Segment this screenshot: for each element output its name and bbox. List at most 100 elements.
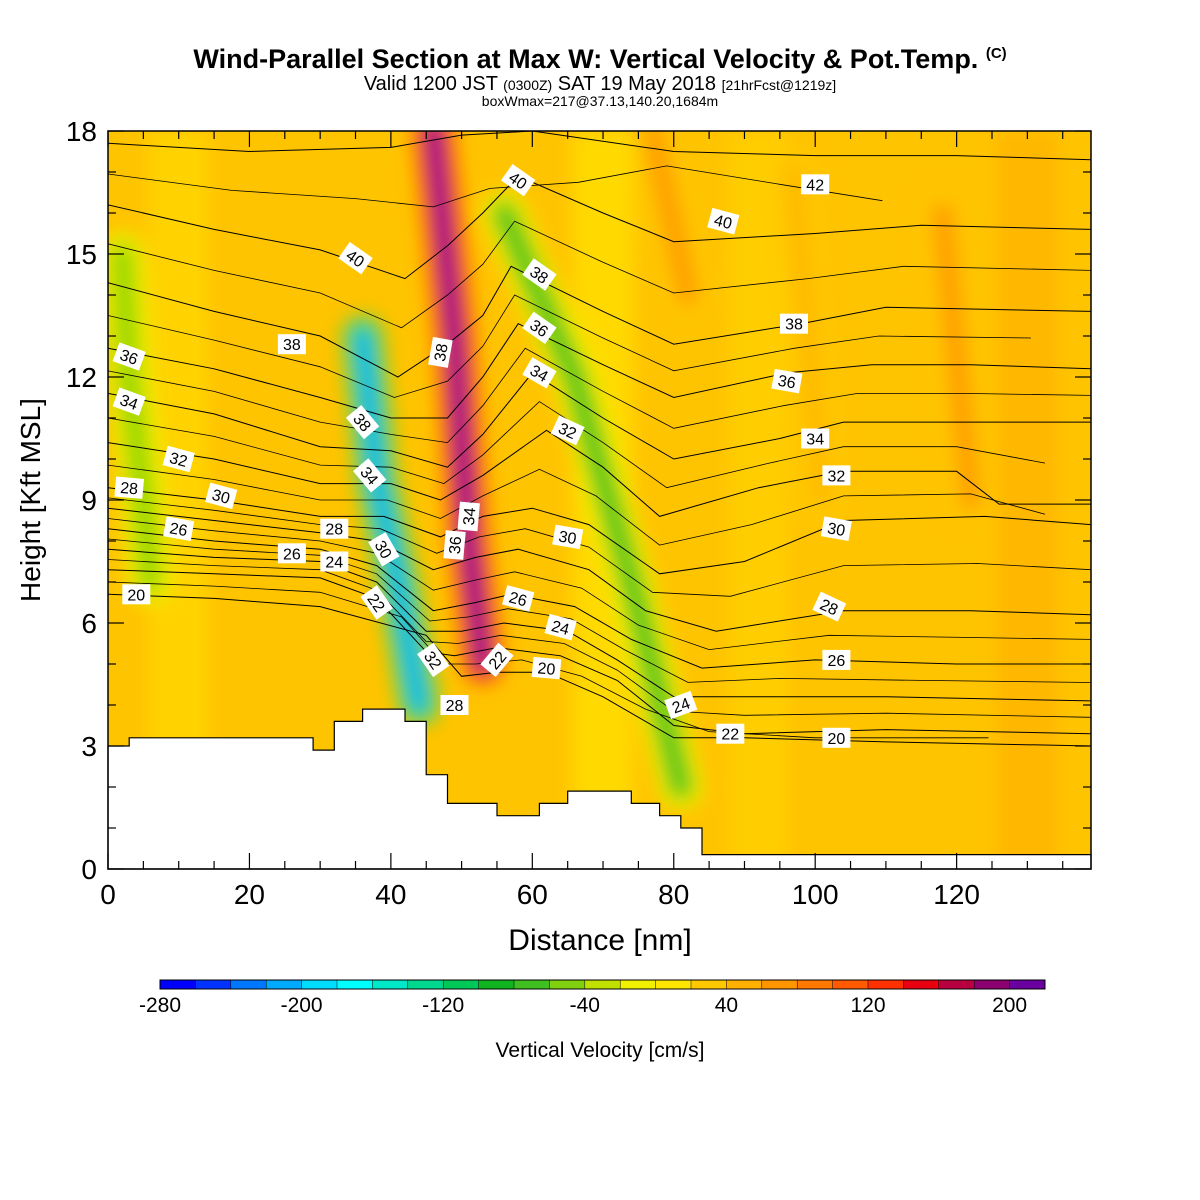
- isentrope-label: 20: [531, 656, 562, 680]
- colorbar-swatch: [478, 980, 515, 989]
- isentrope-40: [108, 175, 1091, 280]
- isentrope-label-text: 36: [447, 536, 465, 555]
- isentrope-label-text: 32: [828, 468, 846, 485]
- isentrope-label-box: [277, 334, 306, 355]
- isentrope-label-box: [338, 241, 373, 275]
- isentrope-label-text: 24: [670, 695, 693, 717]
- isentrope-label-text: 34: [527, 362, 551, 386]
- isentrope-label: 34: [112, 387, 146, 416]
- x-tick-label: 80: [658, 879, 689, 910]
- x-tick-label: 120: [933, 879, 980, 910]
- colorbar: -280 -200 -120 -40 40 120 200: [139, 979, 1046, 1017]
- colorbar-swatch: [691, 980, 727, 989]
- colorbar-swatch: [974, 980, 1010, 989]
- x-tick-label: 60: [517, 879, 548, 910]
- isentrope-label-box: [820, 516, 852, 541]
- isentrope-label-box: [522, 258, 557, 291]
- forecast-info: [21hrFcst@1219z]: [721, 77, 837, 93]
- colorbar-tick-label: -200: [281, 994, 323, 1017]
- valid-label: Valid 1200 JST: [363, 73, 498, 95]
- field-band: [997, 131, 1058, 869]
- isentrope-label-text: 40: [712, 212, 734, 233]
- isentrope-label: 28: [114, 476, 145, 499]
- isentrope-label-box: [550, 415, 585, 446]
- isentrope-20: [108, 593, 1091, 747]
- isentrope-minor: [108, 220, 1091, 329]
- isentrope-label: 28: [320, 518, 349, 539]
- isentrope-label-text: 26: [828, 653, 846, 670]
- y-tick-label: 3: [81, 731, 97, 762]
- isentrope-label-box: [801, 428, 830, 449]
- isentrope-28: [108, 507, 1091, 632]
- isentrope-label-box: [360, 585, 393, 620]
- colorbar-swatch: [407, 980, 444, 989]
- colorbar-swatch: [832, 980, 869, 989]
- isentrope-label-text: 32: [168, 450, 190, 471]
- y-axis-label: Height [Kft MSL]: [15, 398, 46, 602]
- isentrope-label-text: 20: [828, 731, 846, 748]
- isentrope-label-box: [428, 336, 453, 368]
- isentrope-label-text: 20: [127, 587, 145, 604]
- isentrope-label-box: [822, 649, 851, 670]
- isentrope-label: 30: [368, 532, 400, 567]
- isentrope-minor: [108, 497, 1091, 597]
- colorbar-swatch: [160, 980, 196, 989]
- isentrope-label: 38: [277, 334, 306, 355]
- field-band: [728, 131, 789, 869]
- isentrope-label-box: [345, 404, 380, 440]
- isentrope-label-box: [522, 357, 557, 389]
- isentrope-label-text: 42: [806, 177, 824, 194]
- colorbar-swatch: [549, 980, 586, 989]
- isentrope-label: 28: [812, 591, 847, 622]
- box-wmax-note: boxWmax=217@37.13,140.20,1684m: [481, 93, 719, 109]
- isentrope-label-text: 30: [826, 520, 847, 540]
- isentrope-label-text: 26: [507, 589, 529, 610]
- isentrope-label: 32: [550, 415, 585, 446]
- y-tick-label: 15: [66, 239, 97, 270]
- y-tick-label: 9: [81, 485, 97, 516]
- isentrope-label: 26: [163, 516, 195, 541]
- colorbar-swatch: [761, 980, 798, 989]
- isentrope-label-text: 28: [817, 596, 840, 619]
- isentrope-label-box: [205, 482, 238, 510]
- isentrope-42: [108, 131, 1091, 161]
- isentrope-minor: [108, 294, 1031, 398]
- isentrope-label: 26: [502, 585, 535, 612]
- isentrope-label: 26: [277, 543, 306, 564]
- chart-title-text: Wind-Parallel Section at Max W: Vertical…: [193, 44, 979, 74]
- colorbar-swatch: [868, 980, 904, 989]
- isentrope-label-box: [780, 313, 808, 334]
- isentrope-label-text: 36: [117, 347, 140, 369]
- colorbar-tick-label: 40: [715, 994, 738, 1017]
- isentrope-label-box: [502, 585, 535, 612]
- isentrope-label-box: [353, 458, 387, 493]
- colorbar-swatch: [938, 980, 975, 989]
- isentrope-label: 30: [552, 524, 584, 550]
- isentrope-label: 36: [771, 368, 803, 394]
- isentrope-label: 32: [162, 445, 195, 473]
- isentrope-label-box: [368, 532, 400, 567]
- isentrope-label: 32: [822, 465, 851, 486]
- colorbar-tick-label: 120: [850, 994, 885, 1017]
- colorbar-tick-label: 200: [992, 994, 1027, 1017]
- isentrope-label: 32: [417, 642, 450, 678]
- isentrope-label: 26: [822, 649, 851, 670]
- isentrope-label-text: 28: [325, 522, 343, 539]
- isentrope-label: 34: [801, 428, 830, 449]
- isentrope-label-box: [544, 613, 577, 641]
- isentrope-label-text: 28: [446, 698, 464, 715]
- colorbar-swatch: [903, 980, 940, 989]
- isentrope-minor: [108, 518, 1091, 651]
- isentrope-label-box: [822, 465, 851, 486]
- y-tick-label: 6: [81, 608, 97, 639]
- isentrope-label-text: 26: [283, 546, 301, 563]
- copyright-mark: (C): [985, 45, 1007, 62]
- isentrope-label-text: 38: [432, 342, 452, 363]
- isentrope-label: 38: [780, 313, 808, 334]
- isentrope-label: 40: [707, 207, 740, 235]
- isentrope-label-text: 36: [776, 373, 797, 393]
- isentrope-label: 36: [443, 530, 466, 560]
- isentrope-label-box: [716, 723, 745, 744]
